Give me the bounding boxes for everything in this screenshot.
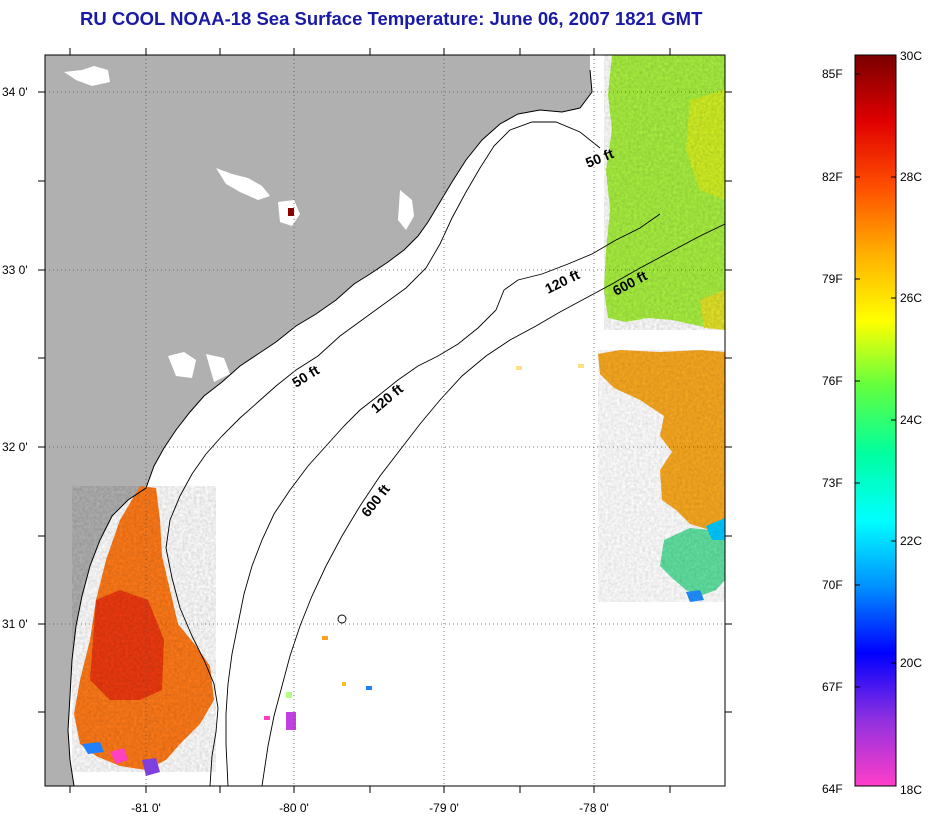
colorbar-label-28c: 28C <box>900 170 922 184</box>
colorbar-label-24c: 24C <box>900 413 922 427</box>
map-title: RU COOL NOAA-18 Sea Surface Temperature:… <box>80 8 703 29</box>
colorbar-scale <box>854 54 897 787</box>
sst-patch-southwest-cold <box>82 742 104 754</box>
colorbar-label-79f: 79F <box>822 272 843 286</box>
sst-patch-southwest-cold <box>110 748 128 764</box>
colorbar-fahrenheit-ticks <box>855 73 860 688</box>
tick-marks <box>38 48 732 793</box>
sst-pixel <box>322 636 328 640</box>
sst-pixel <box>578 364 584 368</box>
colorbar-fahrenheit-labels: 85F 82F 79F 76F 73F 70F 67F 64F <box>822 67 843 796</box>
sst-pixel <box>516 366 522 370</box>
cloud-patch <box>206 354 230 382</box>
sst-pixel <box>342 682 346 686</box>
colorbar-label-64f: 64F <box>822 782 843 796</box>
colorbar-label-22c: 22C <box>900 534 922 548</box>
colorbar-label-76f: 76F <box>822 374 843 388</box>
map-area: 50 ft 50 ft 120 ft 120 ft 600 ft 600 ft <box>45 55 725 786</box>
grid-lines <box>45 55 725 786</box>
lat-label-32: 32 0' <box>2 440 28 454</box>
lat-label-31: 31 0' <box>2 617 28 631</box>
colorbar-label-73f: 73F <box>822 476 843 490</box>
contour-600ft <box>261 223 725 786</box>
lat-label-34: 34 0' <box>2 85 28 99</box>
colorbar-celsius-ticks <box>891 176 896 664</box>
lat-label-33: 33 0' <box>2 263 28 277</box>
sst-pixel <box>264 716 270 720</box>
colorbar: 85F 82F 79F 76F 73F 70F 67F 64F 30C 28C … <box>822 49 922 797</box>
colorbar-label-82f: 82F <box>822 170 843 184</box>
noise-overlay <box>72 486 216 772</box>
contour-50ft <box>165 121 601 786</box>
sst-patch-southwest-cold <box>142 758 160 776</box>
colorbar-label-70f: 70F <box>822 578 843 592</box>
lon-label-78: -78 0' <box>579 801 609 815</box>
noise-overlay <box>598 350 725 602</box>
sst-pixel <box>366 686 372 690</box>
cloud-patch <box>398 190 414 230</box>
noise-overlay <box>604 55 725 330</box>
lon-label-79: -79 0' <box>429 801 459 815</box>
colorbar-label-85f: 85F <box>822 67 843 81</box>
land-mass <box>45 55 592 786</box>
cloud-patch <box>64 66 110 86</box>
colorbar-label-20c: 20C <box>900 656 922 670</box>
cloud-patch <box>168 352 196 378</box>
lon-label-81: -81 0' <box>131 801 161 815</box>
contour-120ft <box>225 213 661 786</box>
sst-pixel <box>286 712 296 730</box>
lon-label-80: -80 0' <box>279 801 309 815</box>
seamount-contour <box>337 614 347 624</box>
colorbar-label-30c: 30C <box>900 49 922 63</box>
colorbar-label-18c: 18C <box>900 783 922 797</box>
coastline <box>67 69 593 786</box>
map-frame <box>44 54 726 787</box>
colorbar-celsius-labels: 30C 28C 26C 24C 22C 20C 18C <box>900 49 922 797</box>
colorbar-label-26c: 26C <box>900 291 922 305</box>
cloud-patch <box>216 168 270 200</box>
sst-pixel <box>286 692 292 698</box>
hot-pixel <box>288 208 294 216</box>
colorbar-label-67f: 67F <box>822 680 843 694</box>
